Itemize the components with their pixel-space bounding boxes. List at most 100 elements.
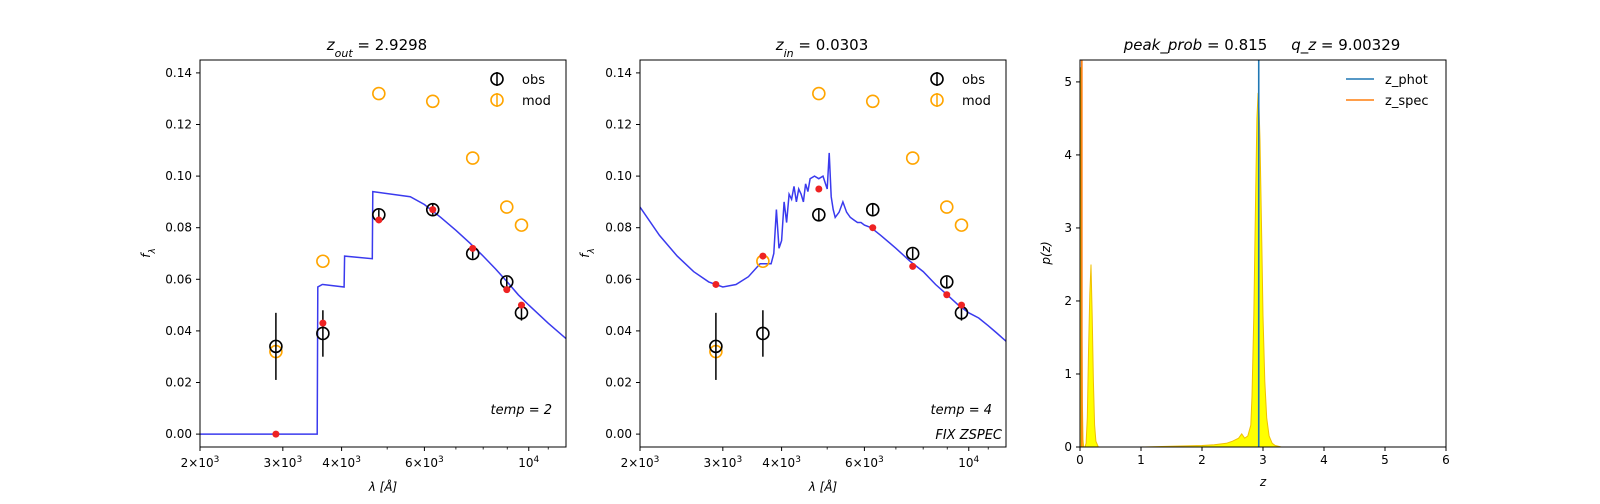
panel-3-legend: z_phot z_spec <box>1346 73 1429 109</box>
mod-point <box>499 200 514 214</box>
mod-point <box>812 86 826 101</box>
legend-mod-marker <box>490 93 504 107</box>
obs-point <box>865 202 880 217</box>
x-tick-label: 1 <box>1137 453 1145 467</box>
panel-2-frame <box>639 59 1007 448</box>
y-tick-label: 0.14 <box>165 66 192 80</box>
obs-point <box>709 339 723 354</box>
obs-point <box>905 246 920 261</box>
obs-point <box>756 326 770 341</box>
legend-obs-marker <box>930 72 944 86</box>
y-tick-label: 0.00 <box>165 427 192 441</box>
pz-fill <box>1080 67 1385 447</box>
y-tick-label: 3 <box>1064 221 1072 235</box>
y-tick-label: 0.08 <box>605 221 632 235</box>
legend-z-spec-label: z_spec <box>1385 94 1429 109</box>
panel-2-title: zin = 0.0303 <box>775 36 869 60</box>
x-tick-label: 6 <box>1442 453 1450 467</box>
y-tick-label: 0.06 <box>165 272 192 286</box>
x-tick-label: 104 <box>518 455 539 470</box>
model-flux-point <box>503 286 511 294</box>
mod-point <box>316 254 330 269</box>
x-tick-label: 4×103 <box>762 455 801 470</box>
model-flux-point <box>469 244 477 252</box>
y-tick-label: 0.04 <box>165 324 192 338</box>
y-tick-label: 0.02 <box>165 376 192 390</box>
legend-mod-label: mod <box>522 94 551 109</box>
legend-obs-label: obs <box>962 73 985 88</box>
legend-mod-label: mod <box>962 94 991 109</box>
mod-point <box>465 151 480 165</box>
y-tick-label: 0.02 <box>605 376 632 390</box>
panel-1-legend: obs mod <box>490 72 551 109</box>
panel-2: zin = 0.0303 0.00 0.02 0.04 0.06 0.08 0.10 0.1… <box>578 36 1007 494</box>
obs-point <box>316 326 330 341</box>
panel-2-annotation-temp: temp = 4 <box>931 403 992 418</box>
panel-2-y-label: fλ <box>578 248 597 258</box>
template-sed-line <box>640 152 1006 342</box>
mod-point <box>865 94 880 109</box>
model-flux-point <box>869 224 877 232</box>
x-tick-label: 4×103 <box>322 455 361 470</box>
mod-point <box>939 200 954 214</box>
y-tick-label: 0.10 <box>165 169 192 183</box>
mod-point <box>954 218 969 232</box>
mod-point <box>905 151 920 165</box>
x-tick-label: 2×103 <box>621 455 660 470</box>
model-flux-point <box>319 319 327 327</box>
model-flux-point <box>909 262 917 270</box>
panel-2-x-label: λ [Å] <box>808 479 838 494</box>
panel-3-title: peak_prob = 0.815 q_z = 9.00329 <box>1123 36 1401 55</box>
model-flux-point <box>957 301 965 309</box>
y-tick-label: 0.04 <box>605 324 632 338</box>
panel-1-title: zout = 2.9298 <box>326 36 427 60</box>
pz-curve <box>1080 67 1385 447</box>
x-tick-label: 6×103 <box>845 455 884 470</box>
panel-1-x-ticks: 2×103 3×103 4×103 6×103 104 <box>181 447 549 470</box>
y-tick-label: 0.12 <box>165 118 192 132</box>
obs-point <box>939 275 954 289</box>
panel-2-legend: obs mod <box>930 72 991 109</box>
y-tick-label: 0.10 <box>605 169 632 183</box>
panel-2-annotation-fix-zspec: FIX ZSPEC <box>935 428 1003 443</box>
model-flux-point <box>815 185 823 193</box>
panel-1-y-label: fλ <box>139 248 158 258</box>
obs-point <box>425 202 440 217</box>
obs-point <box>812 208 826 222</box>
x-tick-label: 3×103 <box>703 455 742 470</box>
y-tick-label: 2 <box>1064 294 1072 308</box>
mod-point <box>425 94 440 109</box>
panel-3-y-label: p(z) <box>1039 241 1053 265</box>
panel-3-x-ticks: 0 1 2 3 4 5 6 <box>1076 447 1450 467</box>
panel-2-y-ticks: 0.00 0.02 0.04 0.06 0.08 0.10 0.12 0.14 <box>605 66 640 441</box>
panel-1: zout = 2.9298 0.000.020.040.060.080.100.… <box>139 36 567 494</box>
model-flux-point <box>375 216 383 224</box>
panel-1-x-label: λ [Å] <box>368 479 398 494</box>
legend-obs-marker <box>490 72 504 86</box>
panel-2-plot-area <box>640 86 1006 380</box>
x-tick-label: 6×103 <box>405 455 444 470</box>
panel-1-y-ticks: 0.00 0.02 0.04 0.06 0.08 0.10 0.12 0.14 <box>165 66 200 441</box>
panel-3-plot-area <box>1080 60 1385 447</box>
mod-point <box>372 86 386 101</box>
x-tick-label: 104 <box>958 455 979 470</box>
model-flux-point <box>429 206 437 214</box>
model-flux-point <box>517 301 525 309</box>
x-tick-label: 2×103 <box>181 455 220 470</box>
y-tick-label: 1 <box>1064 367 1072 381</box>
legend-obs-label: obs <box>522 73 545 88</box>
y-tick-label: 5 <box>1064 75 1072 89</box>
y-tick-label: 0 <box>1064 440 1072 454</box>
y-tick-label: 0.12 <box>605 118 632 132</box>
y-tick-label: 4 <box>1064 148 1072 162</box>
x-tick-label: 0 <box>1076 453 1084 467</box>
legend-mod-marker <box>930 93 944 107</box>
y-tick-label: 0.14 <box>605 66 632 80</box>
x-tick-label: 4 <box>1320 453 1328 467</box>
model-flux-point <box>759 252 767 260</box>
panel-1-plot-area <box>200 86 566 438</box>
x-tick-label: 3×103 <box>263 455 302 470</box>
panel-3: peak_prob = 0.815 q_z = 9.00329 0 1 2 3 4 5 0 1… <box>1039 36 1450 489</box>
